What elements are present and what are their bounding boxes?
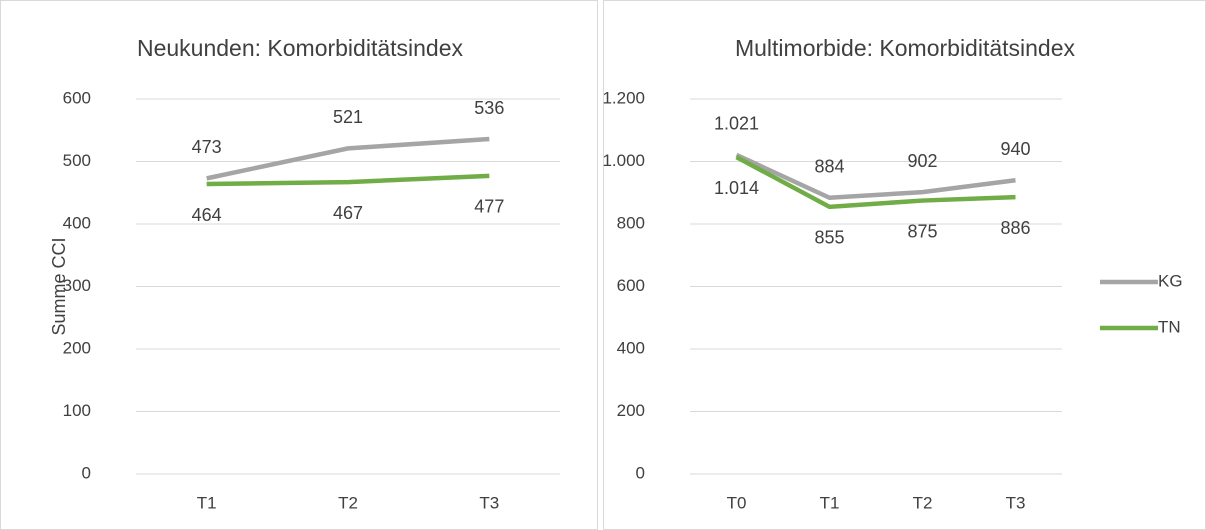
data-label: 902 [907,151,937,171]
x-tick-label: T3 [1006,493,1026,512]
data-label: 884 [814,157,844,177]
line-series [735,152,1016,201]
data-label: 1.021 [714,114,759,134]
data-label: 875 [907,221,937,241]
y-tick-label: 200 [617,401,645,420]
y-tick-label: 1.000 [602,151,645,170]
y-tick-label: 0 [636,463,645,482]
y-tick-label: 0 [82,463,91,482]
data-label: 521 [333,107,363,127]
y-tick-label: 400 [617,338,645,357]
chart-title: Multimorbide: Komorbiditätsindex [735,35,1076,61]
data-label: 940 [1000,139,1030,159]
panel-border [603,0,1206,530]
data-label: 886 [1000,218,1030,238]
y-tick-label: 1.200 [602,88,645,107]
data-label: 855 [814,228,844,248]
chart-title: Neukunden: Komorbiditätsindex [137,35,464,61]
y-tick-label: 300 [63,276,91,295]
data-label: 473 [192,137,222,157]
line-series [735,155,1016,210]
data-label: 477 [474,197,504,217]
y-tick-label: 800 [617,213,645,232]
x-tick-label: T2 [338,493,358,512]
data-label: 464 [192,205,222,225]
y-tick-label: 400 [63,213,91,232]
y-axis-label: Summe CCI [49,237,69,335]
line-series [206,136,490,181]
data-label: 536 [474,98,504,118]
data-label: 467 [333,203,363,223]
x-tick-label: T2 [913,493,933,512]
data-label: 1.014 [714,178,759,198]
line-series [206,173,490,187]
x-tick-label: T1 [820,493,840,512]
y-tick-label: 500 [63,151,91,170]
legend-label: TN [1158,317,1181,336]
x-tick-label: T3 [479,493,499,512]
x-tick-label: T0 [727,493,747,512]
y-tick-label: 100 [63,401,91,420]
panel-border [0,0,598,530]
y-tick-label: 600 [63,88,91,107]
y-tick-label: 600 [617,276,645,295]
legend-label: KG [1158,271,1183,290]
y-tick-label: 200 [63,338,91,357]
x-tick-label: T1 [197,493,217,512]
